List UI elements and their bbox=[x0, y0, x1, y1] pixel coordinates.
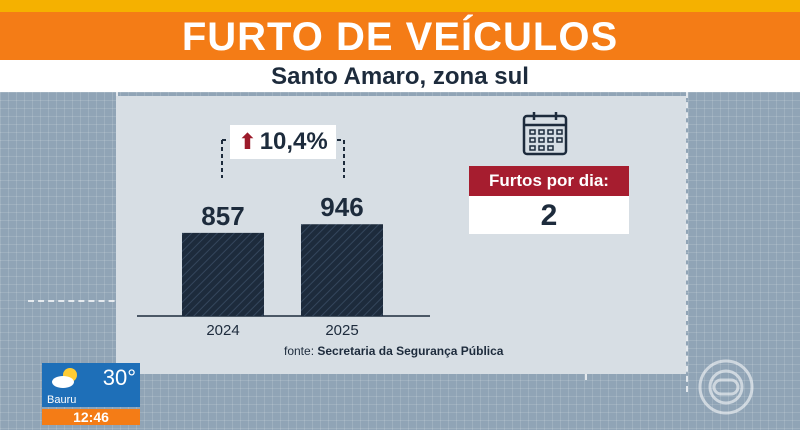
weather-widget: 30° Bauru 12:46 bbox=[42, 363, 140, 425]
weather-city: Bauru bbox=[42, 393, 140, 407]
partly-cloudy-icon bbox=[52, 368, 77, 388]
clock-time: 12:46 bbox=[42, 409, 140, 425]
calendar-icon bbox=[522, 112, 568, 156]
source-prefix: fonte: bbox=[284, 344, 315, 358]
bar-2024 bbox=[182, 232, 264, 316]
per-day-label: Furtos por dia: bbox=[469, 166, 629, 196]
page-title: FURTO DE VEÍCULOS bbox=[0, 12, 800, 60]
per-day-value: 2 bbox=[469, 196, 629, 234]
source-note: fonte: Secretaria da Segurança Pública bbox=[284, 344, 503, 358]
change-value: 10,4% bbox=[259, 128, 328, 155]
category-label: 2025 bbox=[325, 322, 358, 339]
bar-2025 bbox=[301, 224, 383, 316]
bar-value-label: 857 bbox=[201, 201, 244, 231]
page-subtitle: Santo Amaro, zona sul bbox=[0, 60, 800, 92]
source-name: Secretaria da Segurança Pública bbox=[317, 344, 504, 358]
change-badge: ⬆ 10,4% bbox=[230, 125, 336, 159]
decorative-dash-line bbox=[686, 92, 688, 392]
bar-value-label: 946 bbox=[320, 192, 363, 222]
category-label: 2024 bbox=[206, 322, 239, 339]
arrow-up-icon: ⬆ bbox=[238, 129, 257, 154]
top-accent-strip bbox=[0, 0, 800, 12]
weather-temperature: 30° bbox=[102, 365, 136, 390]
globo-logo-icon bbox=[698, 359, 754, 415]
